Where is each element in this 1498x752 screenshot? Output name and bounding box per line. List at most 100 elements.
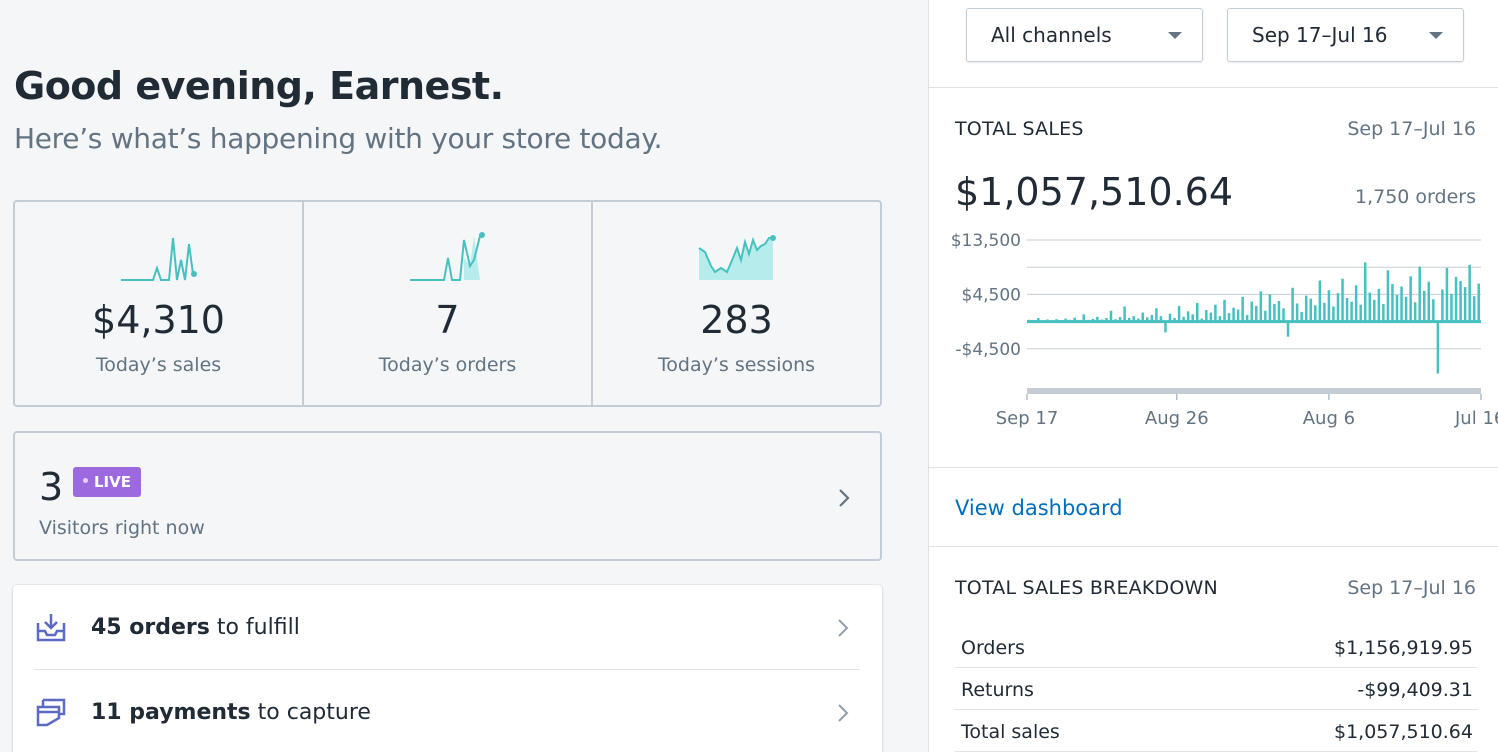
date-range-value: Sep 17–Jul 16 — [1252, 23, 1388, 47]
page-title: Good evening, Earnest. — [14, 64, 504, 108]
chart-bar — [1286, 321, 1290, 337]
chart-bar — [1454, 276, 1458, 322]
chart-bar — [1354, 285, 1358, 322]
chart-bar — [1363, 262, 1367, 322]
chart-bar — [1155, 308, 1158, 322]
live-badge: LIVE — [73, 467, 141, 497]
sessions-sparkline-icon — [697, 235, 776, 280]
chart-bar — [1436, 321, 1440, 374]
chart-bar — [1459, 281, 1462, 322]
chevron-right-icon — [837, 487, 851, 509]
chart-bar — [1150, 314, 1154, 322]
chart-bar — [1268, 294, 1272, 322]
chart-bar — [1205, 310, 1208, 322]
chart-bar — [1332, 306, 1335, 322]
chart-bar — [1136, 318, 1140, 322]
chart-bar — [1227, 313, 1231, 322]
chart-bar — [1141, 312, 1145, 322]
chart-bar — [1273, 304, 1276, 322]
table-row: Total sales $1,057,510.64 — [955, 710, 1477, 752]
chart-bar — [1323, 302, 1326, 322]
total-sales-value: $1,057,510.64 — [955, 170, 1234, 214]
live-visitors-card[interactable]: 3 LIVE Visitors right now — [13, 431, 882, 561]
chart-bar — [1309, 298, 1312, 322]
stat-orders[interactable]: 7 Today’s orders — [302, 202, 591, 405]
chart-bar — [1391, 284, 1394, 322]
row-label: Returns — [961, 679, 1034, 701]
row-label: Orders — [961, 637, 1025, 659]
task-fulfill-orders[interactable]: 45 orders to fulfill — [13, 585, 882, 669]
date-range-select[interactable]: Sep 17–Jul 16 — [1227, 8, 1464, 62]
range-scrollbar — [1027, 388, 1481, 394]
chart-bar — [1064, 318, 1067, 322]
chart-bar — [1096, 316, 1099, 322]
chart-bar — [1186, 311, 1190, 322]
chart-bar — [1123, 306, 1126, 322]
x-tick-label: Aug 6 — [1303, 408, 1355, 429]
inbox-download-icon — [35, 611, 67, 647]
chart-bar — [1418, 266, 1421, 322]
chart-bar — [1395, 295, 1399, 322]
task-text: 45 orders to fulfill — [91, 615, 300, 640]
live-dot-icon — [83, 478, 88, 483]
stat-label: Today’s orders — [378, 354, 517, 376]
stat-sales[interactable]: $4,310 Today’s sales — [15, 202, 302, 405]
chart-bar — [1472, 296, 1476, 322]
y-tick-label: -$4,500 — [955, 340, 1021, 360]
zero-line — [1027, 320, 1481, 324]
chart-bar — [1218, 316, 1222, 322]
table-row: Orders $1,156,919.95 — [955, 626, 1477, 668]
row-label: Total sales — [961, 721, 1060, 743]
divider — [929, 467, 1498, 468]
chart-bar — [1182, 316, 1185, 322]
sales-chart[interactable]: $13,500 $4,500 -$4,500 Sep 17 Aug 26 Aug 6 Jul… — [929, 226, 1498, 436]
chart-bar — [1359, 304, 1362, 322]
row-value: -$99,409.31 — [1357, 679, 1473, 701]
stat-value: $4,310 — [92, 298, 225, 342]
chart-bar — [1400, 286, 1403, 322]
chart-bar — [1241, 296, 1244, 322]
breakdown-date: Sep 17–Jul 16 — [1347, 577, 1476, 599]
view-dashboard-link[interactable]: View dashboard — [955, 496, 1123, 520]
chart-bar — [1450, 293, 1453, 322]
chart-bar — [1236, 309, 1240, 322]
chart-bar — [1177, 305, 1181, 322]
chart-bar — [1105, 317, 1108, 322]
chart-bar — [1350, 301, 1353, 322]
row-value: $1,156,919.95 — [1333, 637, 1473, 659]
chart-bar — [1264, 310, 1267, 322]
chart-bar — [1037, 317, 1040, 322]
task-capture-payments[interactable]: 11 payments to capture — [13, 670, 882, 752]
chart-bar — [1404, 296, 1408, 322]
stat-label: Today’s sales — [95, 354, 222, 376]
channel-select[interactable]: All channels — [966, 8, 1203, 62]
stat-label: Today’s sessions — [657, 354, 816, 376]
chart-bar — [1259, 291, 1263, 322]
chart-bar — [1386, 270, 1390, 322]
caret-down-icon — [1429, 32, 1443, 39]
chart-bar — [1413, 302, 1417, 322]
x-tick-label: Sep 17 — [996, 408, 1059, 429]
chart-bar — [1304, 295, 1308, 322]
breakdown-title: TOTAL SALES BREAKDOWN — [955, 577, 1218, 599]
chart-bar — [1173, 317, 1176, 322]
y-tick-label: $13,500 — [951, 231, 1021, 251]
chart-bar — [1223, 299, 1226, 322]
chart-bar — [1255, 305, 1258, 322]
chart-bar — [1423, 290, 1426, 322]
chart-bar — [1109, 310, 1113, 322]
chart-bar — [1300, 311, 1303, 322]
divider — [929, 87, 1498, 88]
chevron-right-icon — [836, 702, 850, 724]
stat-sessions[interactable]: 283 Today’s sessions — [591, 202, 880, 405]
page-subtitle: Here’s what’s happening with your store … — [14, 122, 663, 155]
divider — [35, 669, 860, 670]
chart-bar — [1477, 283, 1480, 322]
tasks-card: 45 orders to fulfill 11 payments to capt… — [13, 585, 882, 752]
chart-bar — [1073, 317, 1076, 322]
stat-value: 283 — [700, 298, 773, 342]
chart-bar — [1345, 298, 1349, 322]
chart-bar — [1368, 292, 1372, 322]
chart-bar — [1427, 281, 1431, 322]
chart-bar — [1082, 314, 1085, 322]
